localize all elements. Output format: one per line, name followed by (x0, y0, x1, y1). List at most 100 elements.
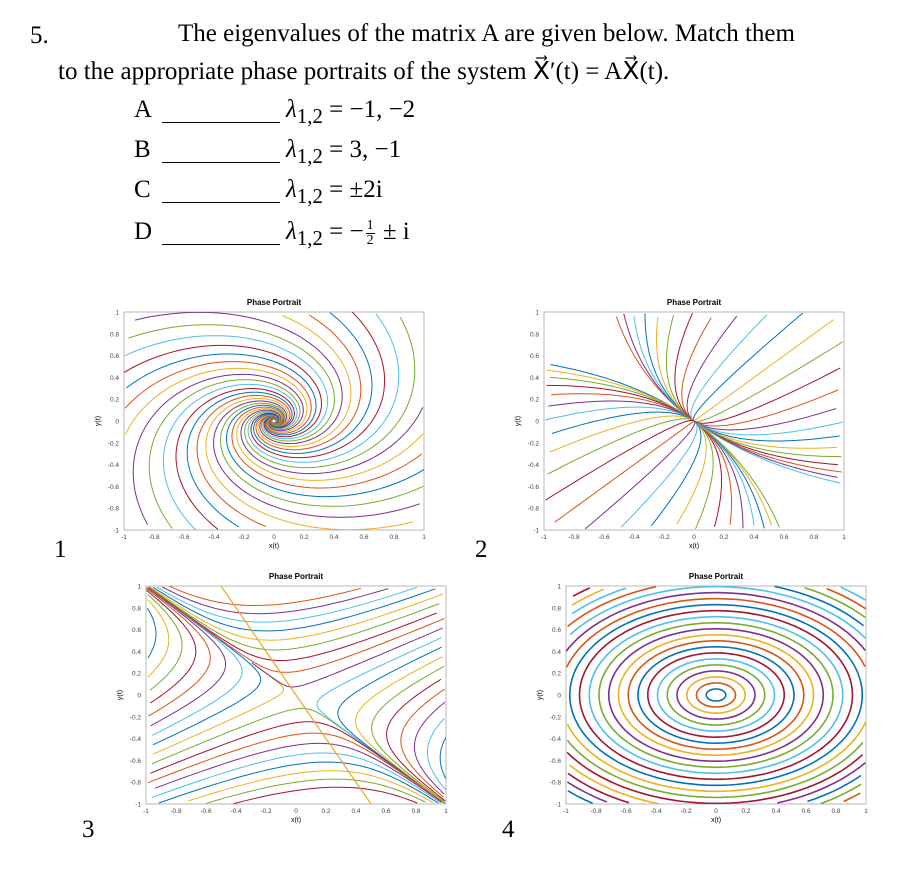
y-axis-label: y(t) (515, 416, 522, 426)
plot-area (565, 585, 867, 805)
x-axis-label: x(t) (291, 817, 301, 824)
x-tick-label: -0.8 (148, 534, 160, 541)
phase-portrait-1: -1-1 -0.8 -0.8 -0.6 -0.6 -0.4 -0.4 -0.2 -0.2 0 0 0.… (95, 298, 426, 550)
y-tick-label: 0.4 (110, 375, 119, 382)
trajectory-curve (147, 587, 243, 736)
answer-blank-c[interactable] (162, 202, 280, 203)
x-tick-label: 0.4 (329, 534, 338, 541)
trajectory-curve (697, 423, 841, 484)
y-axis-label: y(t) (537, 690, 544, 700)
question-text-line2: to the appropriate phase portraits of th… (58, 58, 670, 85)
y-tick-label: -0.2 (108, 440, 120, 447)
y-tick-label: -0.6 (550, 758, 562, 765)
x-tick-label: -0.2 (238, 534, 250, 541)
trajectory-curve (413, 701, 446, 795)
x-tick-label: -1 (563, 808, 569, 815)
answer-blank-b[interactable] (162, 162, 280, 163)
y-tick-label: -0.4 (130, 736, 142, 743)
trajectory-curve (705, 688, 727, 702)
trajectory-curve (690, 314, 768, 421)
y-tick-label: -0.6 (528, 484, 540, 491)
y-tick-label: 0 (535, 419, 539, 426)
x-tick-label: 1 (842, 534, 846, 541)
y-tick-label: -0.2 (550, 714, 562, 721)
x-tick-label: 1 (422, 534, 426, 541)
question-number: 5. (30, 22, 49, 49)
x-tick-label: 0.2 (321, 808, 330, 815)
y-tick-label: 0 (115, 419, 119, 426)
y-tick-label: 0.2 (552, 671, 561, 678)
y-tick-label: -0.8 (528, 506, 540, 513)
eigenvalue-a: λ1,2 = −1, −2 (286, 96, 416, 128)
trajectory-curve (147, 732, 443, 803)
y-tick-label: 0.8 (132, 605, 141, 612)
answer-blank-d[interactable] (162, 244, 280, 245)
phase-portrait-3: -1-1 -0.8 -0.8 -0.6 -0.6 -0.4 -0.4 -0.2 -0.2 0 0 0.… (117, 572, 448, 824)
trajectory-curve (147, 587, 227, 727)
trajectory-curve (568, 603, 864, 787)
x-tick-label: -0.2 (658, 534, 670, 541)
trajectory-curve (554, 420, 695, 523)
trajectory-curve (151, 752, 442, 804)
y-tick-label: -0.4 (528, 462, 540, 469)
trajectory-curve (148, 586, 440, 651)
trajectory-curve (233, 786, 418, 804)
plot-title: Phase Portrait (689, 572, 744, 581)
x-tick-label: 0.6 (801, 808, 810, 815)
eigenvalue-b: λ1,2 = 3, −1 (286, 136, 402, 168)
y-tick-label: 0 (557, 693, 561, 700)
eigenvalue-c: λ1,2 = ±2i (286, 176, 383, 208)
trajectory-curve (571, 588, 605, 606)
x-tick-label: -0.2 (680, 808, 692, 815)
x-tick-label: 0.4 (771, 808, 780, 815)
row-letter: D (134, 218, 153, 245)
trajectory-curve (147, 594, 183, 691)
y-tick-label: 0.4 (132, 649, 141, 656)
x-tick-label: -0.8 (590, 808, 602, 815)
x-tick-label: 0.8 (831, 808, 840, 815)
trajectory-curve (569, 764, 660, 804)
trajectory-curve (566, 591, 866, 652)
y-tick-label: 0.6 (132, 627, 141, 634)
y-tick-label: -0.8 (130, 780, 142, 787)
trajectory-curve (220, 586, 372, 804)
trajectory-curve (155, 742, 443, 803)
trajectory-curve (355, 656, 444, 803)
x-tick-label: 0.6 (359, 534, 368, 541)
y-tick-label: 0.8 (552, 605, 561, 612)
y-tick-label: 0.6 (530, 353, 539, 360)
y-tick-label: -1 (533, 528, 539, 535)
trajectory-curve (588, 615, 844, 775)
trajectory-curve (147, 586, 445, 673)
trajectory-curve (150, 721, 445, 804)
trajectory-curve (820, 783, 862, 804)
y-tick-label: -0.4 (108, 462, 120, 469)
trajectory-curve (676, 670, 756, 720)
y-tick-label: 0.2 (132, 671, 141, 678)
x-tick-label: 0.2 (299, 534, 308, 541)
trajectory-curve (147, 586, 437, 661)
trajectory-curve (627, 640, 805, 750)
trajectory-curve (386, 678, 446, 802)
eigenvalue-d: λ1,2 = −1 2 ± i (286, 217, 410, 250)
x-tick-label: -0.4 (628, 534, 640, 541)
phase-portrait-2: -1-1 -0.8 -0.8 -0.6 -0.6 -0.4 -0.4 -0.2 -0.2 0 0 0.… (515, 298, 846, 550)
y-tick-label: 0.6 (552, 627, 561, 634)
x-tick-label: 0.2 (741, 808, 750, 815)
trajectory-curve (149, 586, 443, 641)
y-tick-label: 0.4 (530, 375, 539, 382)
x-tick-label: 0 (272, 534, 276, 541)
trajectory-curve (156, 586, 418, 623)
question-text-line1: The eigenvalues of the matrix A are give… (178, 20, 795, 47)
plot-title: Phase Portrait (667, 298, 722, 307)
trajectory-curve (826, 587, 866, 610)
answer-blank-a[interactable] (162, 122, 280, 123)
trajectory-curve (566, 597, 866, 668)
trajectory-curve (566, 751, 864, 804)
y-tick-label: -0.8 (550, 780, 562, 787)
trajectory-curve (598, 621, 834, 769)
trajectory-curve (656, 658, 776, 732)
x-tick-label: 0.2 (719, 534, 728, 541)
x-tick-label: -0.4 (208, 534, 220, 541)
x-tick-label: -0.6 (178, 534, 190, 541)
